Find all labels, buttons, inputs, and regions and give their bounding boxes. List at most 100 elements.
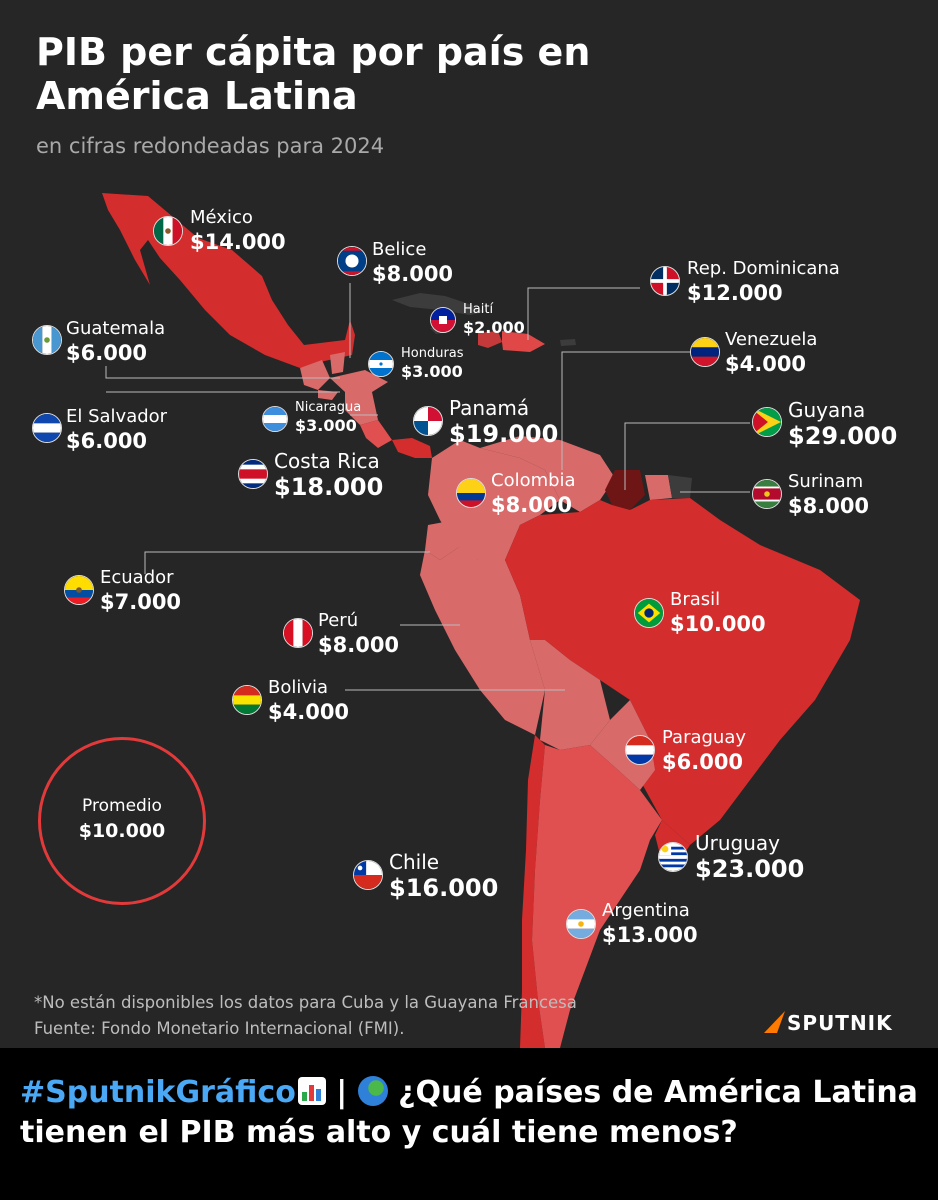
country-value: $18.000 — [274, 473, 384, 501]
el-salvador-flag — [32, 413, 62, 443]
guatemala-flag — [32, 325, 62, 355]
ecuador-flag — [64, 575, 94, 605]
country-name: Uruguay — [695, 831, 780, 855]
argentina-flag — [566, 909, 596, 939]
country-label-suriname: Surinam $8.000 — [788, 471, 869, 519]
country-name: Perú — [318, 610, 359, 631]
dominican-republic-shape — [502, 331, 545, 352]
bolivia-flag — [232, 685, 262, 715]
bolivia-shape — [530, 640, 610, 750]
source-note: Fuente: Fondo Monetario Internacional (F… — [34, 1019, 405, 1038]
ecuador-shape — [425, 520, 462, 560]
brand-name: SPUTNIK — [787, 1011, 893, 1035]
cuba-shape — [392, 293, 485, 315]
post-caption: #SputnikGráfico | ¿Qué países de América… — [0, 1063, 938, 1200]
country-value: $4.000 — [725, 352, 807, 376]
country-value: $23.000 — [695, 855, 805, 883]
globe-americas-emoji-icon — [357, 1076, 388, 1106]
country-name: El Salvador — [66, 406, 168, 427]
country-label-uruguay: Uruguay $23.000 — [695, 831, 804, 883]
costa-rica-flag — [238, 459, 268, 489]
uruguay-flag — [658, 842, 688, 872]
haiti-flag — [430, 307, 456, 333]
country-value: $3.000 — [401, 362, 463, 381]
suriname-flag — [752, 479, 782, 509]
country-name: México — [190, 207, 253, 228]
country-name: Rep. Dominicana — [687, 258, 840, 279]
country-value: $12.000 — [687, 281, 783, 305]
country-name: Haití — [463, 302, 494, 317]
country-label-venezuela: Venezuela $4.000 — [725, 329, 817, 377]
suriname-shape — [645, 475, 672, 500]
country-label-costa-rica: Costa Rica $18.000 — [274, 449, 383, 501]
country-name: Guyana — [788, 398, 866, 422]
country-value: $13.000 — [602, 923, 698, 947]
country-label-belize: Belice $8.000 — [372, 239, 453, 287]
country-name: Paraguay — [662, 727, 747, 748]
average-value: $10.000 — [78, 820, 166, 842]
venezuela-shape — [480, 436, 615, 512]
country-name: Ecuador — [100, 567, 174, 588]
footnote: *No están disponibles los datos para Cub… — [34, 993, 577, 1012]
dominican-republic-flag — [650, 266, 680, 296]
country-name: Brasil — [670, 589, 721, 610]
country-name: Chile — [389, 850, 440, 874]
country-name: Nicaragua — [295, 400, 362, 415]
country-value: $6.000 — [662, 750, 744, 774]
peru-shape — [420, 545, 545, 735]
belize-shape — [330, 352, 345, 374]
haiti-shape — [478, 331, 502, 348]
country-name: Surinam — [788, 471, 864, 492]
average-label: Promedio — [82, 796, 162, 816]
nicaragua-flag — [262, 406, 288, 432]
country-name: Argentina — [602, 900, 690, 921]
country-name: Venezuela — [725, 329, 818, 350]
country-label-chile: Chile $16.000 — [389, 850, 498, 902]
country-value: $6.000 — [66, 341, 148, 365]
country-label-mexico: México $14.000 — [190, 207, 286, 255]
country-label-nicaragua: Nicaragua $3.000 — [295, 400, 361, 436]
sputnik-logo: SPUTNIK — [763, 1011, 893, 1035]
country-value: $8.000 — [372, 262, 454, 286]
panama-shape — [392, 438, 432, 458]
country-label-dominican-republic: Rep. Dominicana $12.000 — [687, 258, 840, 306]
country-value: $3.000 — [295, 416, 357, 435]
country-label-bolivia: Bolivia $4.000 — [268, 677, 349, 725]
venezuela-flag — [690, 337, 720, 367]
country-label-ecuador: Ecuador $7.000 — [100, 567, 181, 615]
country-name: Bolivia — [268, 677, 329, 698]
honduras-shape — [330, 370, 388, 392]
country-name: Guatemala — [66, 318, 166, 339]
country-label-peru: Perú $8.000 — [318, 610, 399, 658]
country-label-paraguay: Paraguay $6.000 — [662, 727, 746, 775]
brazil-flag — [634, 598, 664, 628]
brazil-shape — [505, 498, 860, 845]
country-label-guyana: Guyana $29.000 — [788, 398, 897, 450]
french-guiana-shape — [668, 475, 692, 498]
costa-rica-shape — [360, 420, 392, 448]
country-value: $29.000 — [788, 422, 898, 450]
country-label-honduras: Honduras $3.000 — [401, 346, 464, 382]
page-subtitle: en cifras redondeadas para 2024 — [36, 134, 385, 158]
country-label-el-salvador: El Salvador $6.000 — [66, 406, 167, 454]
latin-america-map — [102, 193, 860, 1048]
panama-flag — [413, 406, 443, 436]
country-value: $7.000 — [100, 590, 182, 614]
caption-separator: | — [336, 1075, 348, 1110]
bar-chart-emoji-icon — [297, 1077, 326, 1105]
country-name: Colombia — [491, 470, 576, 491]
country-value: $8.000 — [491, 493, 573, 517]
country-value: $4.000 — [268, 700, 350, 724]
honduras-flag — [368, 351, 394, 377]
country-label-argentina: Argentina $13.000 — [602, 900, 698, 948]
caption-text: ¿Qué países de América Latina tienen el … — [20, 1075, 918, 1150]
average-circle: Promedio $10.000 — [38, 737, 206, 905]
guyana-flag — [752, 407, 782, 437]
country-name: Panamá — [449, 396, 530, 420]
argentina-shape — [532, 745, 662, 1048]
chile-flag — [353, 860, 383, 890]
hashtag-link[interactable]: #SputnikGráfico — [20, 1075, 296, 1110]
guatemala-shape — [300, 360, 330, 390]
chile-shape — [520, 735, 545, 1048]
country-value: $8.000 — [318, 633, 400, 657]
